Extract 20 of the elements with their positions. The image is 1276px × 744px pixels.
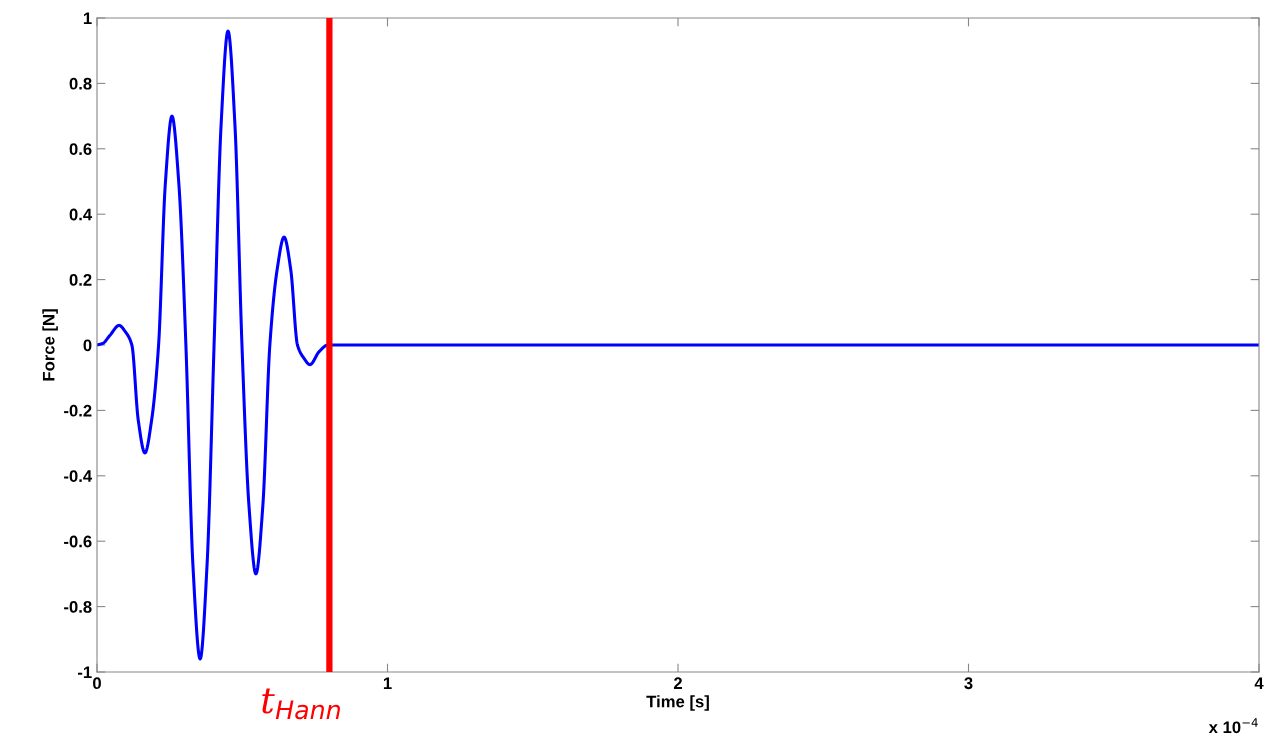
y-tick-label: 0.4: [69, 208, 93, 221]
y-tick-label: 0.2: [69, 274, 92, 286]
x-tick-label: 1: [383, 677, 392, 689]
y-tick-label: 0.6: [69, 143, 92, 155]
y-tick-label: -0.6: [64, 535, 92, 548]
ref-line-label: t$_{Hann}$: [262, 688, 340, 720]
x-tick-label: 3: [964, 677, 973, 690]
y-tick-label: -0.2: [64, 404, 92, 417]
text: x 10$^{−4}$: [1208, 718, 1258, 734]
x-tick-label: 4: [1254, 677, 1264, 689]
y-tick-label: 1: [83, 12, 92, 25]
y-tick-label: -1: [77, 666, 92, 679]
x-tick-label: 0: [93, 677, 101, 690]
y-tick-label: -0.4: [64, 470, 93, 482]
y-tick-label: 0.8: [69, 77, 92, 90]
y-axis-title: Force [N]: [42, 309, 58, 381]
y-tick-label: -0.8: [64, 601, 92, 613]
y-tick-label: 0: [83, 339, 92, 352]
x-tick-label: 2: [673, 677, 682, 689]
x-axis-title: Time [s]: [646, 695, 709, 711]
